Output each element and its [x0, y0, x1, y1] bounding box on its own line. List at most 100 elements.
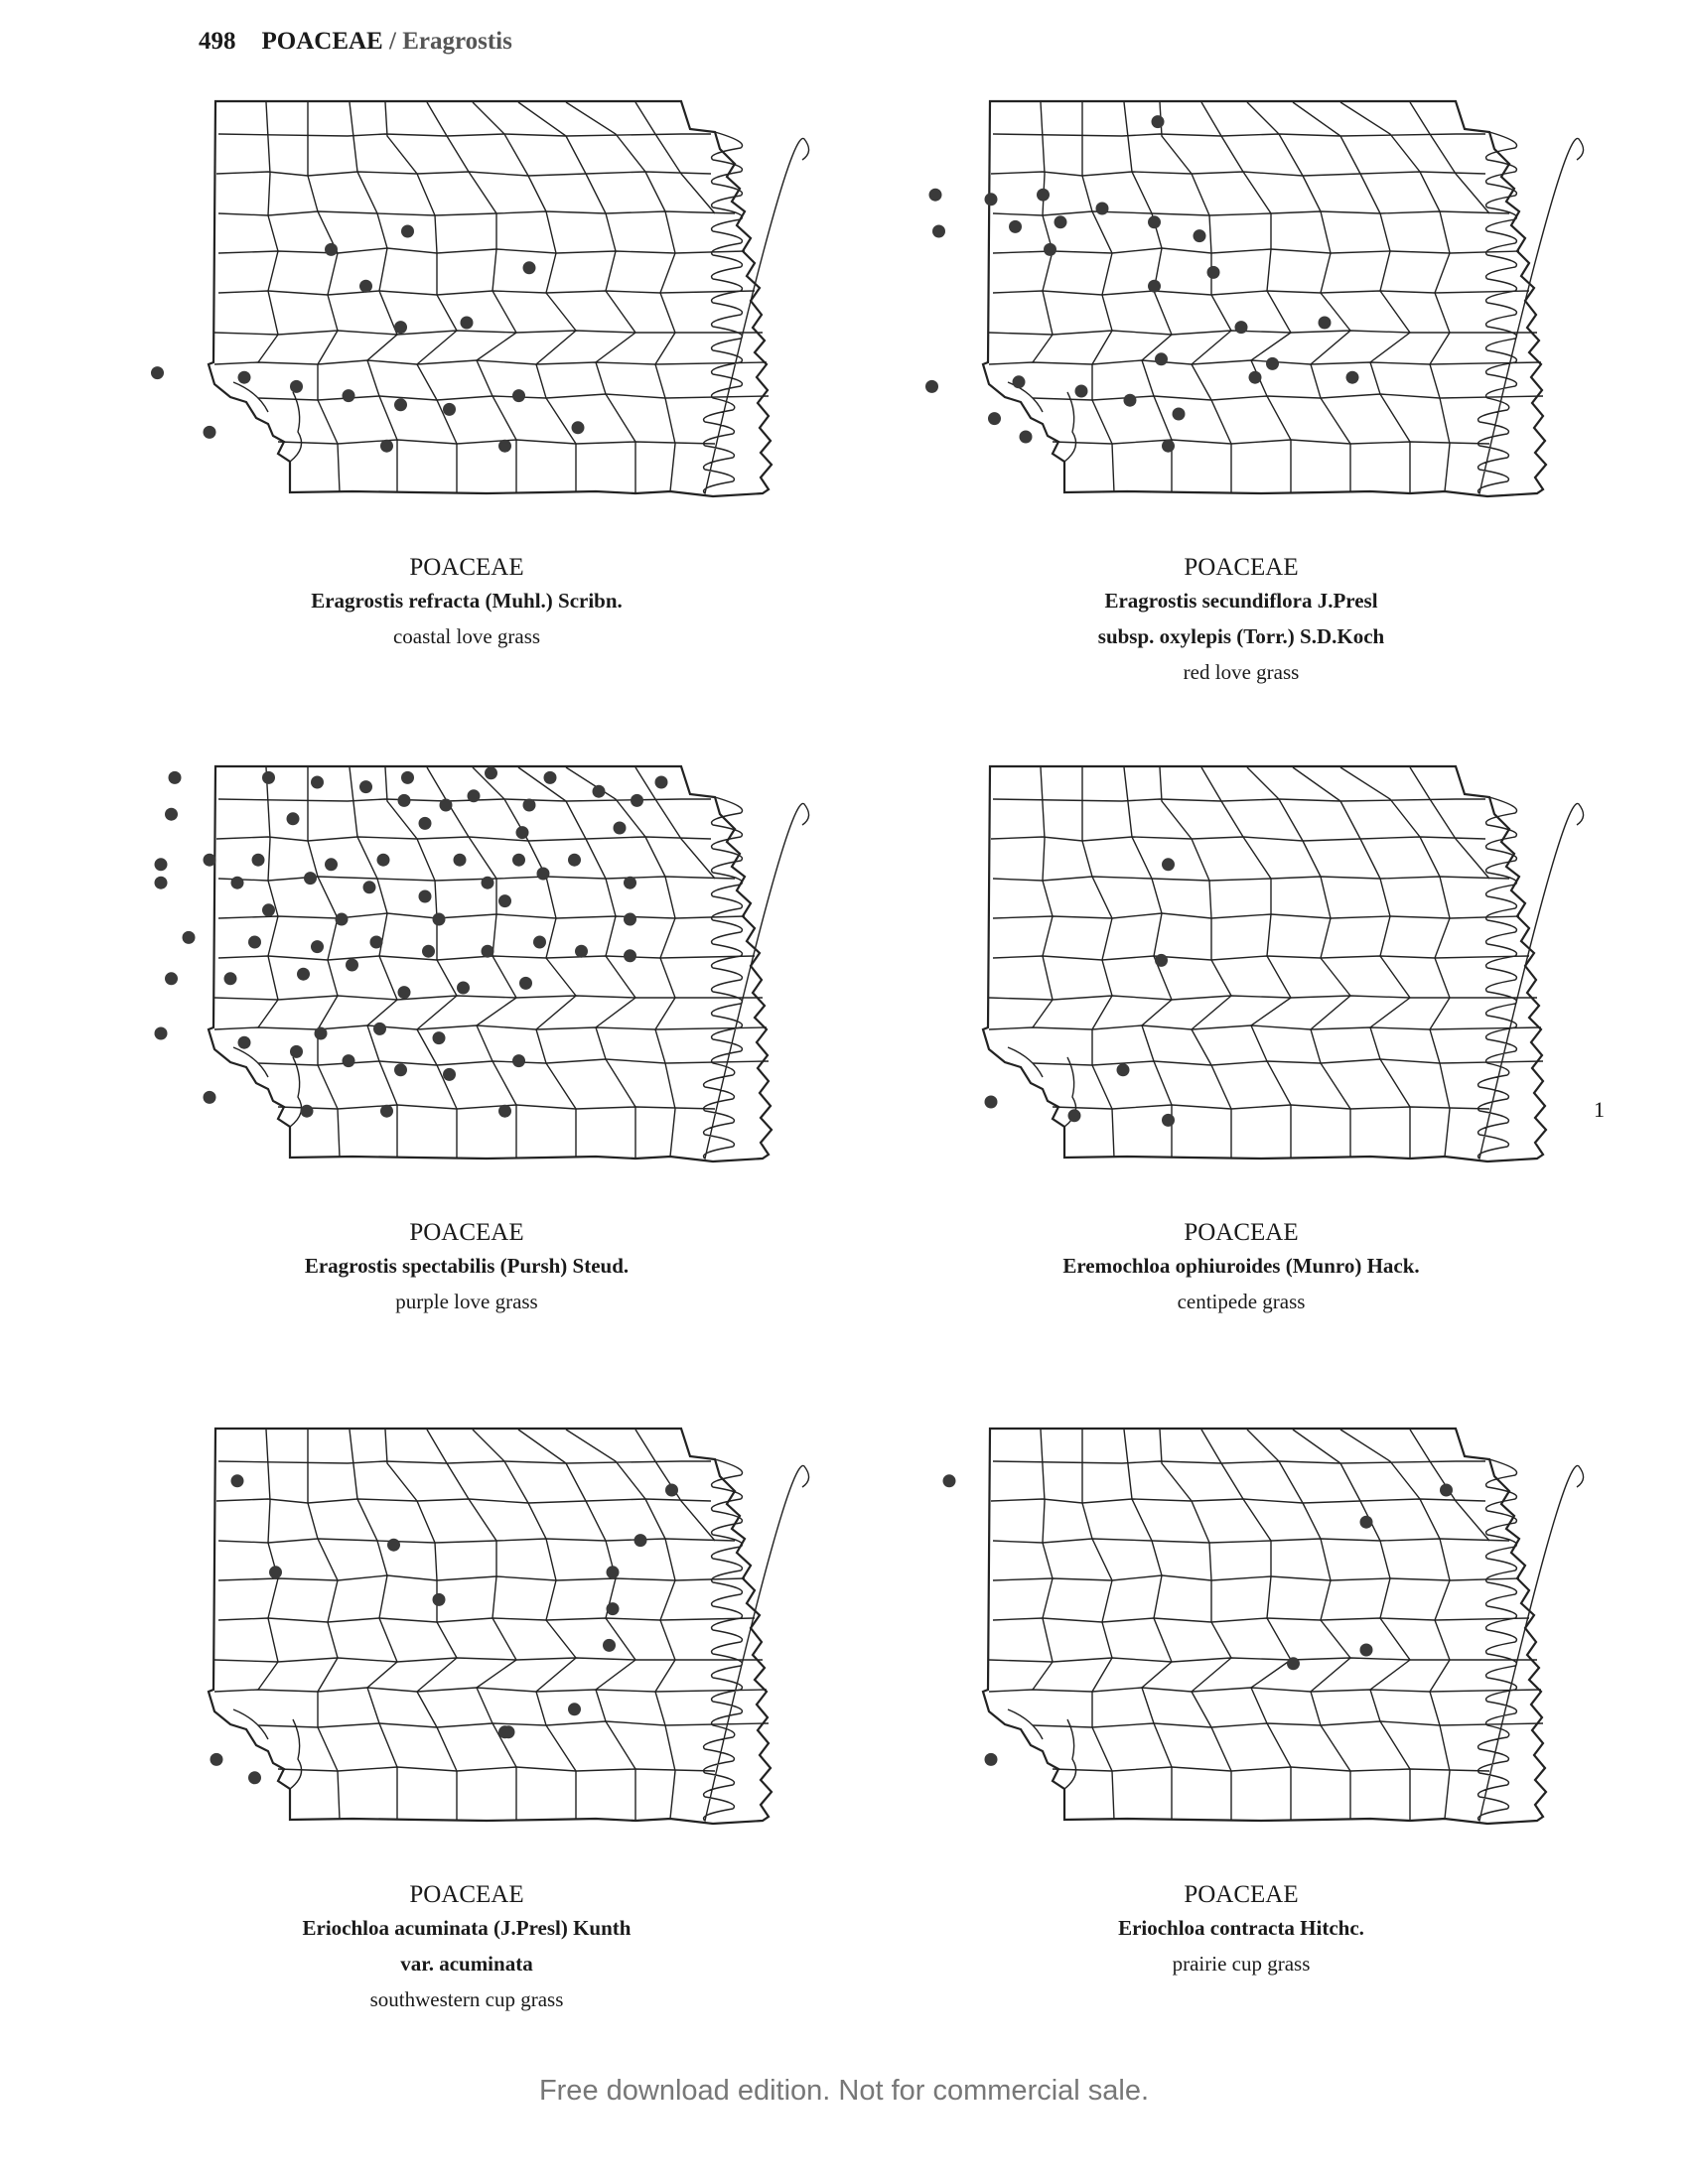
- county-boundary: [1200, 1429, 1292, 1820]
- occurrence-dot: [154, 1026, 168, 1040]
- occurrence-dot: [1148, 279, 1161, 293]
- county-boundary: [1246, 1429, 1351, 1820]
- county-boundary: [517, 766, 636, 1159]
- occurrence-dot: [230, 1474, 244, 1488]
- occurrence-dot: [223, 972, 237, 986]
- occurrence-dot: [422, 944, 435, 958]
- occurrence-dot: [457, 981, 470, 995]
- county-boundary: [217, 1617, 756, 1623]
- county-boundary: [1159, 1429, 1232, 1820]
- occurrence-dot: [460, 316, 474, 330]
- county-boundary: [1292, 766, 1411, 1159]
- occurrence-dot: [342, 389, 355, 403]
- occurrence-dot: [432, 1031, 446, 1045]
- county-boundary: [517, 101, 636, 493]
- occurrence-dot: [432, 1592, 446, 1606]
- county-boundary: [426, 101, 517, 492]
- occurrence-dot: [394, 1063, 407, 1077]
- county-boundary: [1339, 1429, 1451, 1820]
- state-outline: [981, 1427, 1548, 1826]
- page-header: 498 POACEAE / Eragrostis: [199, 28, 512, 56]
- occurrence-dot: [262, 903, 275, 917]
- county-boundary: [1052, 1104, 1490, 1110]
- occurrence-dot: [439, 798, 453, 812]
- occurrence-dot: [401, 770, 414, 784]
- common-name: purple love grass: [395, 1290, 538, 1313]
- occurrence-dot: [481, 944, 494, 958]
- occurrence-dot: [498, 1104, 511, 1118]
- state-outline: [207, 99, 774, 498]
- occurrence-dot: [984, 1095, 998, 1109]
- occurrence-dot: [1162, 858, 1175, 872]
- occurrence-dot: [346, 958, 358, 972]
- occurrence-dot: [269, 1566, 282, 1579]
- occurrence-dot: [988, 412, 1001, 426]
- occurrence-dot: [1234, 321, 1248, 335]
- county-boundary: [565, 101, 676, 492]
- county-boundary: [232, 1708, 269, 1740]
- map-family: POACEAE: [1184, 1881, 1299, 1908]
- county-boundary: [634, 101, 716, 214]
- county-map: [207, 1427, 810, 1826]
- occurrence-dot: [290, 1044, 303, 1058]
- header-separator: /: [382, 28, 403, 55]
- occurrence-dot: [165, 972, 178, 986]
- occurrence-dot: [984, 193, 998, 206]
- occurrence-dot: [151, 366, 164, 380]
- occurrence-dot: [286, 812, 300, 826]
- county-boundary: [384, 1429, 458, 1820]
- occurrence-dot: [1151, 115, 1165, 129]
- state-outline: [207, 764, 774, 1163]
- occurrence-dot: [311, 775, 324, 789]
- occurrence-dot: [654, 775, 668, 789]
- common-name: coastal love grass: [392, 624, 541, 648]
- county-boundary: [426, 1429, 517, 1820]
- county-boundary: [992, 912, 1520, 919]
- species-name-infraspecific: var. acuminata: [400, 1952, 533, 1976]
- occurrence-dot: [248, 1771, 261, 1785]
- occurrence-dot: [1009, 219, 1022, 233]
- occurrence-dot: [203, 1090, 216, 1104]
- occurrence-dot: [942, 1474, 956, 1488]
- occurrence-dot: [290, 379, 303, 393]
- county-boundary: [307, 767, 341, 1159]
- occurrence-dot: [1345, 370, 1359, 384]
- footer-note: Free download edition. Not for commercia…: [538, 2075, 1150, 2107]
- county-boundary: [217, 290, 756, 296]
- mississippi-river: [702, 131, 810, 495]
- county-map: 1: [981, 764, 1605, 1163]
- occurrence-dot: [373, 1022, 386, 1035]
- occurrence-dot: [394, 321, 407, 335]
- occurrence-dot: [394, 398, 407, 412]
- county-boundary: [1032, 1429, 1054, 1691]
- mississippi-river: [1477, 131, 1585, 495]
- species-name: Eragrostis spectabilis (Pursh) Steud.: [304, 1254, 630, 1278]
- occurrence-dot: [932, 224, 945, 238]
- county-boundary: [277, 1104, 716, 1110]
- map-family: POACEAE: [409, 554, 524, 581]
- occurrence-dot: [633, 1534, 647, 1548]
- species-name-infraspecific: subsp. oxylepis (Torr.) S.D.Koch: [1097, 624, 1385, 648]
- occurrence-dot: [467, 789, 481, 803]
- occurrence-dot: [1148, 215, 1161, 229]
- occurrence-dot: [1162, 439, 1175, 453]
- occurrence-dot: [237, 1035, 251, 1049]
- county-boundary: [215, 171, 712, 177]
- occurrence-dot: [325, 858, 338, 872]
- occurrence-dot: [522, 798, 536, 812]
- county-boundary: [213, 359, 768, 365]
- county-boundary: [1063, 1718, 1077, 1790]
- county-boundary: [1339, 766, 1451, 1158]
- map-annotation: 1: [1594, 1097, 1605, 1122]
- occurrence-dot: [1123, 393, 1137, 407]
- distribution-panel-eragrostis-secundiflora: POACEAE Eragrostis secundiflora J.Presl …: [894, 94, 1589, 690]
- occurrence-dot: [165, 807, 178, 821]
- occurrence-dot: [512, 389, 525, 403]
- occurrence-dot: [387, 1538, 400, 1552]
- occurrence-dot: [443, 402, 456, 416]
- species-name: Eragrostis secundiflora J.Presl: [1104, 589, 1378, 613]
- occurrence-dot: [603, 1638, 616, 1652]
- county-boundary: [384, 766, 458, 1158]
- occurrence-dot: [182, 930, 196, 944]
- county-boundary: [217, 1574, 746, 1581]
